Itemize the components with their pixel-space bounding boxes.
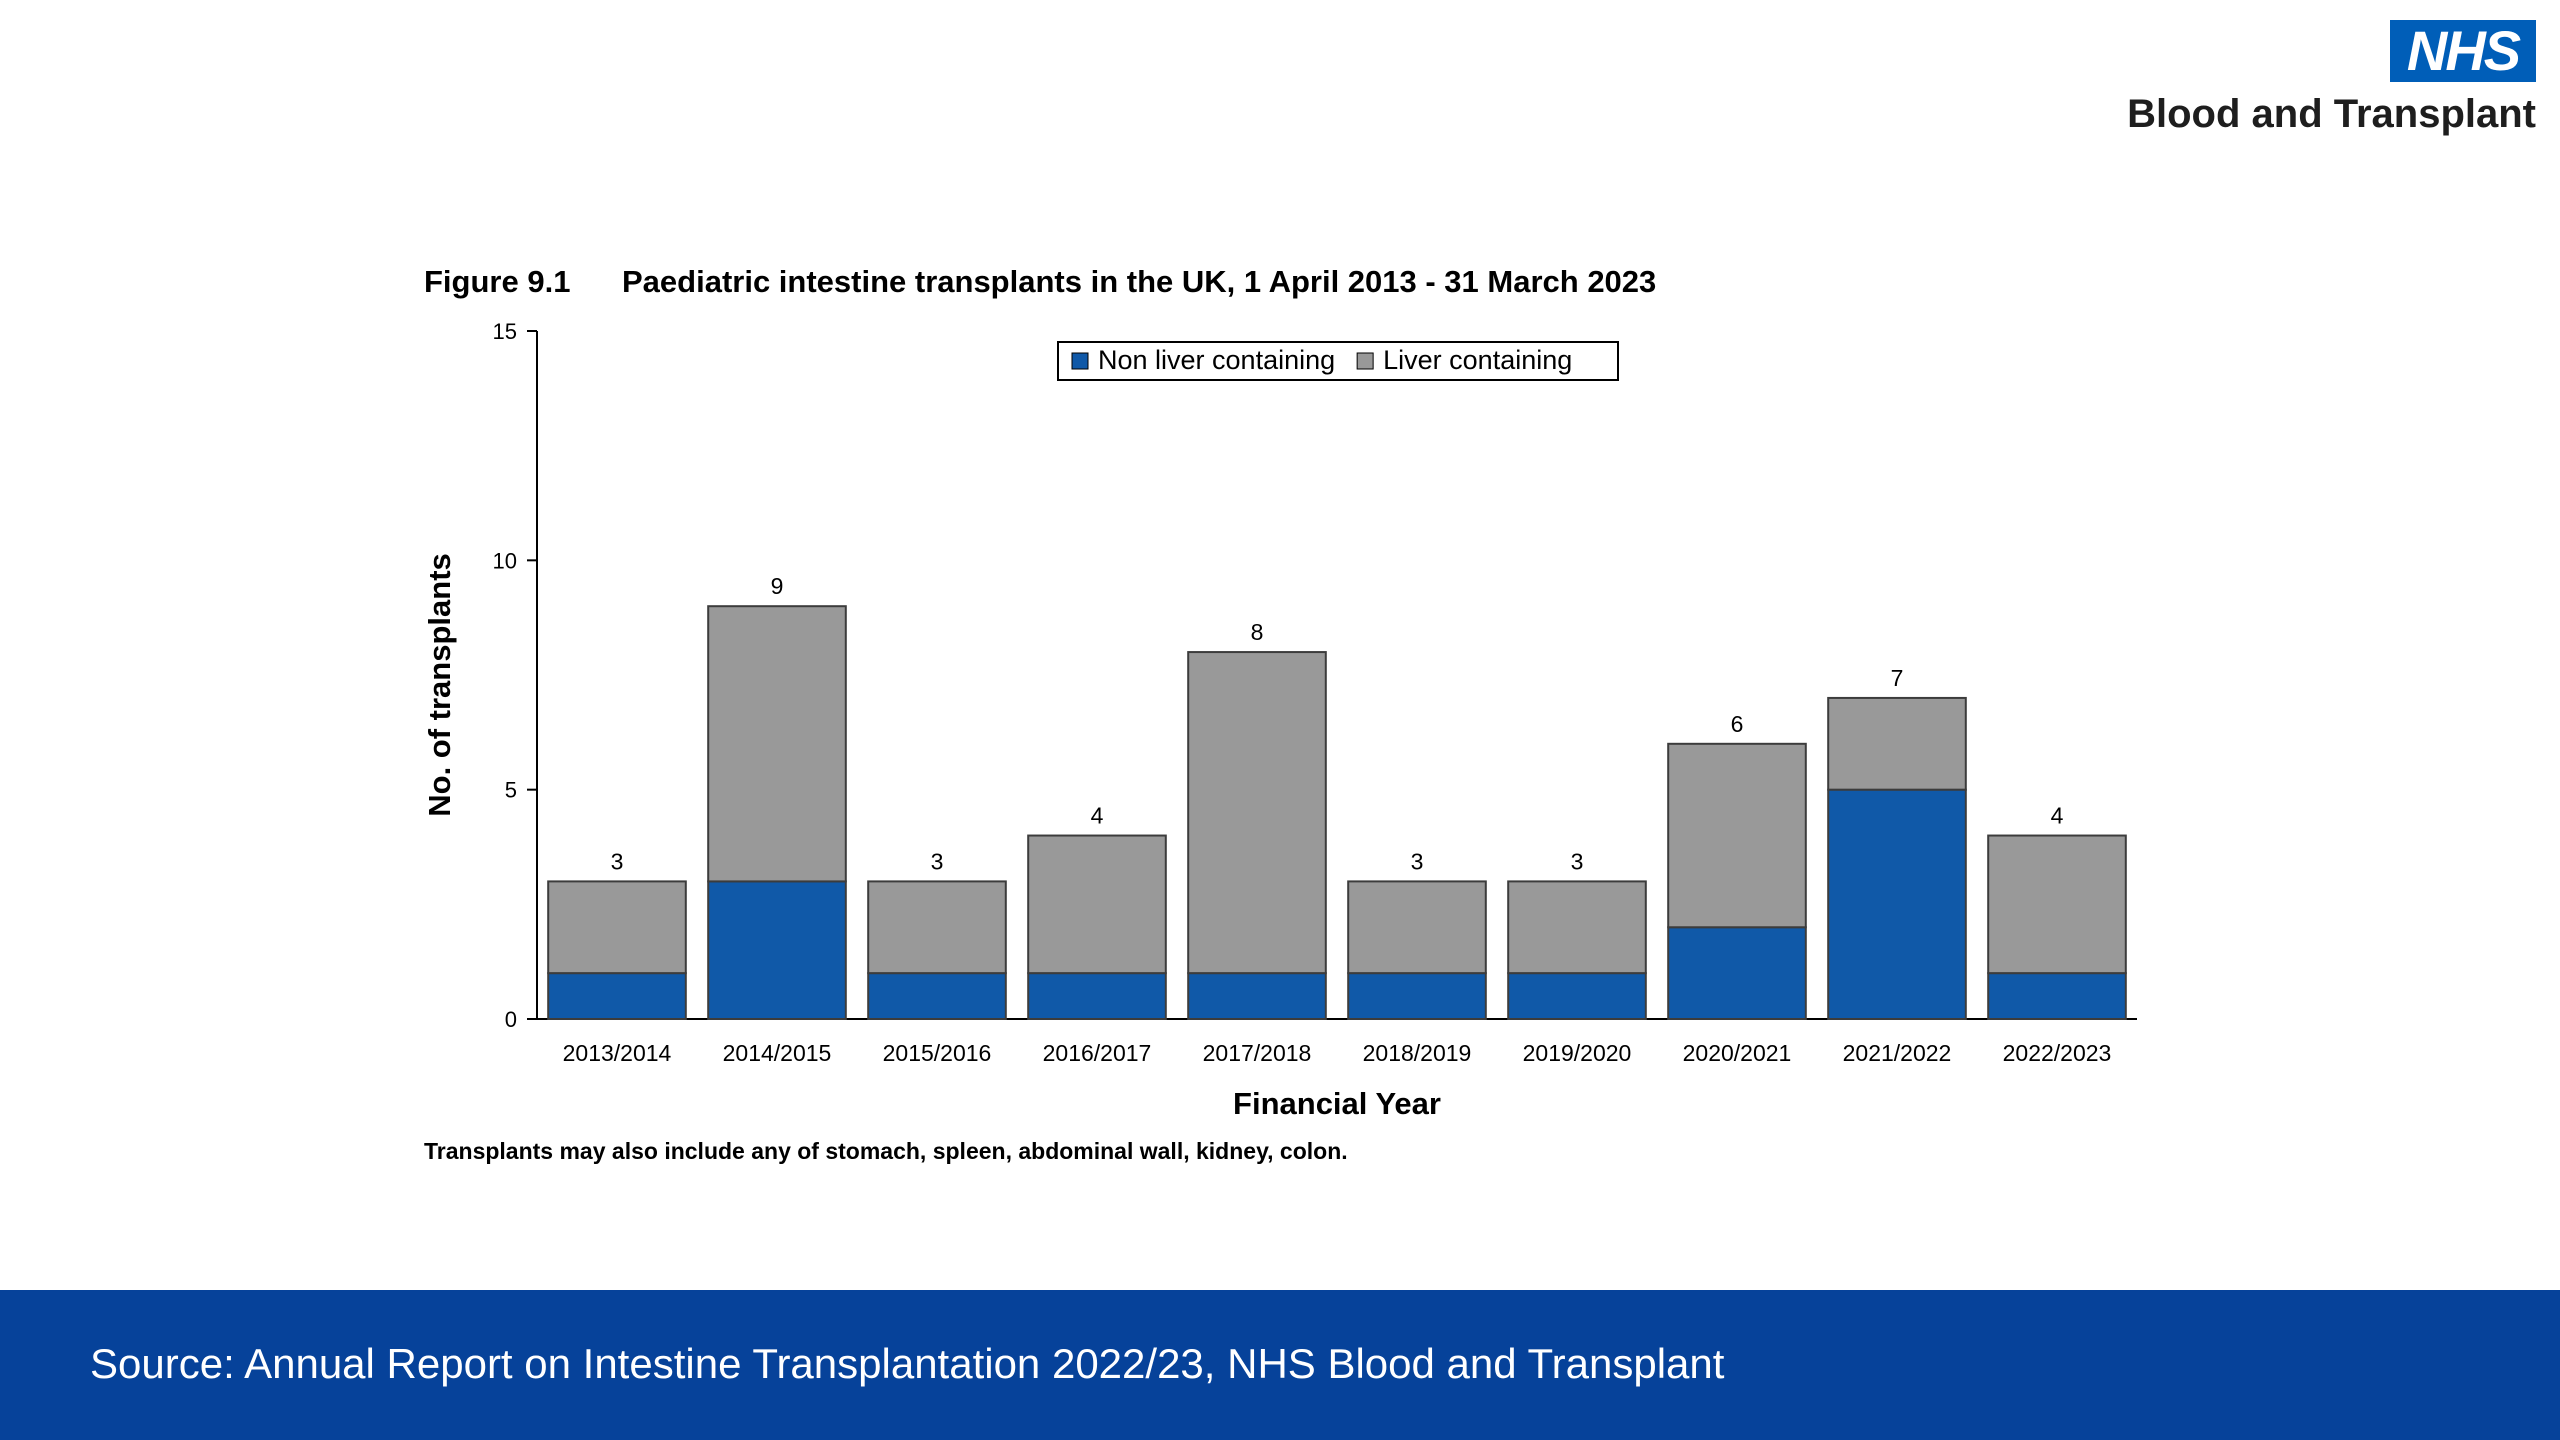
bar-non-liver-containing — [867, 972, 1007, 1021]
bar-total-label: 3 — [1571, 848, 1584, 874]
x-axis-title: Financial Year — [1233, 1086, 1441, 1121]
legend-swatch — [1071, 352, 1089, 370]
bar-non-liver-containing — [1347, 972, 1487, 1021]
nhs-mark: NHS — [2390, 20, 2536, 82]
bar-non-liver-containing — [1187, 972, 1327, 1021]
nhs-logo: NHS Blood and Transplant — [2116, 20, 2536, 140]
bar-liver-containing — [707, 605, 847, 883]
bar-non-liver-containing — [547, 972, 687, 1021]
bar-non-liver-containing — [1987, 972, 2127, 1021]
bar-total-label: 9 — [771, 573, 784, 599]
bar-liver-containing — [1187, 651, 1327, 975]
figure-title: Paediatric intestine transplants in the … — [622, 264, 1657, 299]
bar-total-label: 4 — [1091, 803, 1104, 829]
bar-liver-containing — [1667, 742, 1807, 929]
bar-total-label: 3 — [611, 848, 624, 874]
y-tick-label: 15 — [493, 319, 517, 344]
bar-liver-containing — [1507, 880, 1647, 975]
stacked-bar-chart: 0 5 10 15 3 2013/2014 9 2014/2015 3 2015/2016 4 201… — [422, 319, 2137, 1121]
bar-non-liver-containing — [1027, 972, 1167, 1021]
x-tick-label: 2014/2015 — [723, 1040, 832, 1066]
bar-total-label: 8 — [1251, 619, 1264, 645]
source-citation: Source: Annual Report on Intestine Trans… — [90, 1340, 1725, 1387]
legend-label: Liver containing — [1383, 345, 1572, 375]
x-tick-label: 2022/2023 — [2003, 1040, 2112, 1066]
y-tick-label: 0 — [505, 1007, 517, 1032]
legend-label: Non liver containing — [1098, 345, 1335, 375]
bar-liver-containing — [1827, 696, 1967, 791]
x-tick-label: 2020/2021 — [1683, 1040, 1792, 1066]
bar-total-label: 6 — [1731, 711, 1744, 737]
bar-total-label: 4 — [2051, 803, 2064, 829]
x-tick-label: 2019/2020 — [1523, 1040, 1632, 1066]
footer-bar: Source: Annual Report on Intestine Trans… — [0, 1290, 2560, 1440]
x-tick-label: 2018/2019 — [1363, 1040, 1472, 1066]
logo-subtitle: Blood and Transplant — [2127, 92, 2536, 136]
bar-liver-containing — [1027, 834, 1167, 975]
bar-liver-containing — [547, 880, 687, 975]
legend-box — [1057, 341, 1619, 381]
figure-number: Figure 9.1 — [424, 264, 571, 299]
bar-total-label: 7 — [1891, 665, 1904, 691]
y-tick-label: 10 — [493, 548, 517, 573]
y-axis-title: No. of transplants — [422, 553, 457, 817]
bar-liver-containing — [1347, 880, 1487, 975]
y-tick-label: 5 — [505, 778, 517, 803]
bar-non-liver-containing — [707, 880, 847, 1021]
bar-total-label: 3 — [931, 848, 944, 874]
bar-non-liver-containing — [1827, 788, 1967, 1020]
x-tick-label: 2013/2014 — [563, 1040, 672, 1066]
x-tick-label: 2017/2018 — [1203, 1040, 1312, 1066]
x-tick-label: 2016/2017 — [1043, 1040, 1152, 1066]
bar-total-label: 3 — [1411, 848, 1424, 874]
legend-swatch — [1356, 352, 1374, 370]
x-tick-label: 2015/2016 — [883, 1040, 992, 1066]
bar-non-liver-containing — [1667, 926, 1807, 1020]
x-tick-label: 2021/2022 — [1843, 1040, 1952, 1066]
bar-non-liver-containing — [1507, 972, 1647, 1021]
bar-liver-containing — [867, 880, 1007, 975]
bar-liver-containing — [1987, 834, 2127, 975]
figure-note: Transplants may also include any of stom… — [424, 1138, 1348, 1164]
